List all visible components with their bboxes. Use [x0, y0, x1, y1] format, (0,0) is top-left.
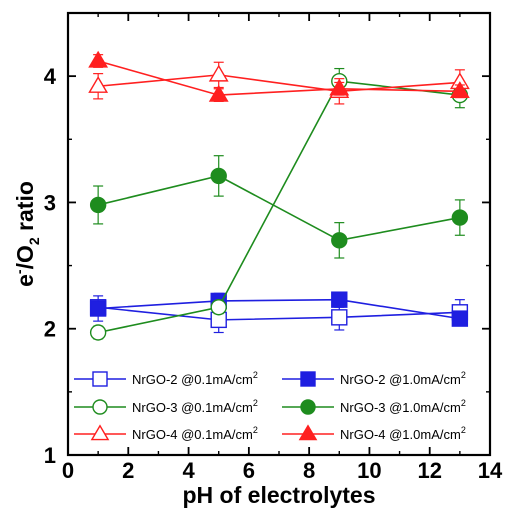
legend-label-text: NrGO-2 @0.1mA/cm — [132, 372, 253, 387]
x-tick-label: 10 — [357, 458, 381, 483]
legend-item-3: NrGO-3 @1.0mA/cm2 — [282, 398, 466, 415]
data-point — [88, 50, 109, 68]
y-axis-title: e-/O2 ratio — [11, 181, 42, 287]
x-tick-label: 0 — [62, 458, 74, 483]
legend-label-sup: 2 — [253, 370, 258, 380]
series-line-4 — [98, 74, 460, 93]
data-point — [331, 291, 348, 308]
y-axis-title-mid: /O — [12, 245, 38, 269]
legend-label: NrGO-3 @0.1mA/cm2 — [132, 398, 258, 415]
legend-item-0: NrGO-2 @0.1mA/cm2 — [74, 370, 258, 387]
legend-label: NrGO-4 @0.1mA/cm2 — [132, 425, 258, 442]
data-point — [451, 209, 469, 226]
data-point — [208, 84, 229, 102]
series-0 — [89, 299, 469, 334]
data-point — [451, 310, 469, 327]
data-point — [89, 324, 107, 341]
legend-item-1: NrGO-2 @1.0mA/cm2 — [282, 370, 466, 387]
legend-marker — [298, 424, 318, 441]
legend-label-text: NrGO-2 @1.0mA/cm — [340, 372, 461, 387]
data-point — [89, 196, 107, 214]
series-2 — [89, 67, 469, 341]
y-axis-title-end: ratio — [12, 181, 38, 237]
x-tick-label: 6 — [243, 458, 255, 483]
x-axis-title: pH of electrolytes — [183, 482, 376, 508]
y-axis-title-sub: 2 — [26, 237, 42, 245]
legend-marker — [300, 399, 316, 415]
data-point — [89, 300, 107, 317]
x-tick-label: 12 — [417, 458, 441, 483]
legend-label-sup: 2 — [461, 370, 466, 380]
legend-label: NrGO-2 @1.0mA/cm2 — [340, 370, 466, 387]
x-tick-label: 2 — [122, 458, 134, 483]
legend-item-4: NrGO-4 @0.1mA/cm2 — [74, 424, 258, 442]
data-point — [210, 299, 227, 316]
data-point — [331, 232, 348, 249]
plot-marks — [88, 50, 470, 341]
series-4 — [88, 61, 470, 105]
data-point — [331, 309, 348, 326]
data-point — [88, 76, 109, 93]
legend: NrGO-2 @0.1mA/cm2 NrGO-2 @1.0mA/cm2NrGO-3… — [74, 370, 466, 442]
legend-label-text: NrGO-4 @0.1mA/cm — [132, 427, 253, 442]
legend-label: NrGO-4 @1.0mA/cm2 — [340, 425, 466, 442]
series-line-1 — [98, 298, 460, 320]
legend-label: NrGO-2 @0.1mA/cm2 — [132, 370, 258, 387]
series-3 — [89, 155, 469, 259]
legend-label-text: NrGO-4 @1.0mA/cm — [340, 427, 461, 442]
y-axis-title-sup: - — [11, 269, 27, 274]
y-tick-label: 2 — [44, 317, 56, 342]
data-point — [449, 81, 470, 98]
legend-marker — [90, 424, 110, 441]
legend-marker — [92, 399, 108, 415]
x-tick-label: 14 — [478, 458, 503, 483]
series-1 — [89, 291, 469, 327]
data-point — [208, 64, 229, 82]
legend-label-sup: 2 — [461, 398, 466, 408]
series-line-0 — [98, 306, 460, 321]
legend-marker — [92, 371, 108, 387]
y-axis-title-main: e — [12, 274, 38, 287]
series-line-2 — [97, 80, 460, 334]
legend-label-sup: 2 — [253, 398, 258, 408]
y-tick-label: 1 — [44, 443, 56, 468]
y-tick-label: 3 — [44, 190, 56, 215]
data-point — [210, 167, 227, 185]
series-line-3 — [97, 175, 461, 242]
legend-label-sup: 2 — [253, 425, 258, 435]
y-tick-label: 4 — [44, 64, 57, 89]
legend-label-sup: 2 — [461, 425, 466, 435]
legend-item-5: NrGO-4 @1.0mA/cm2 — [282, 424, 466, 442]
x-tick-label: 8 — [303, 458, 315, 483]
series-5 — [88, 50, 470, 103]
legend-label: NrGO-3 @1.0mA/cm2 — [340, 398, 466, 415]
legend-label-text: NrGO-3 @1.0mA/cm — [340, 400, 461, 415]
legend-label-text: NrGO-3 @0.1mA/cm — [132, 400, 253, 415]
series-line-5 — [97, 60, 460, 96]
legend-item-2: NrGO-3 @0.1mA/cm2 — [74, 398, 258, 415]
data-point — [329, 78, 350, 96]
plot-frame — [66, 11, 492, 457]
x-tick-label: 4 — [182, 458, 195, 483]
legend-marker — [300, 371, 316, 387]
